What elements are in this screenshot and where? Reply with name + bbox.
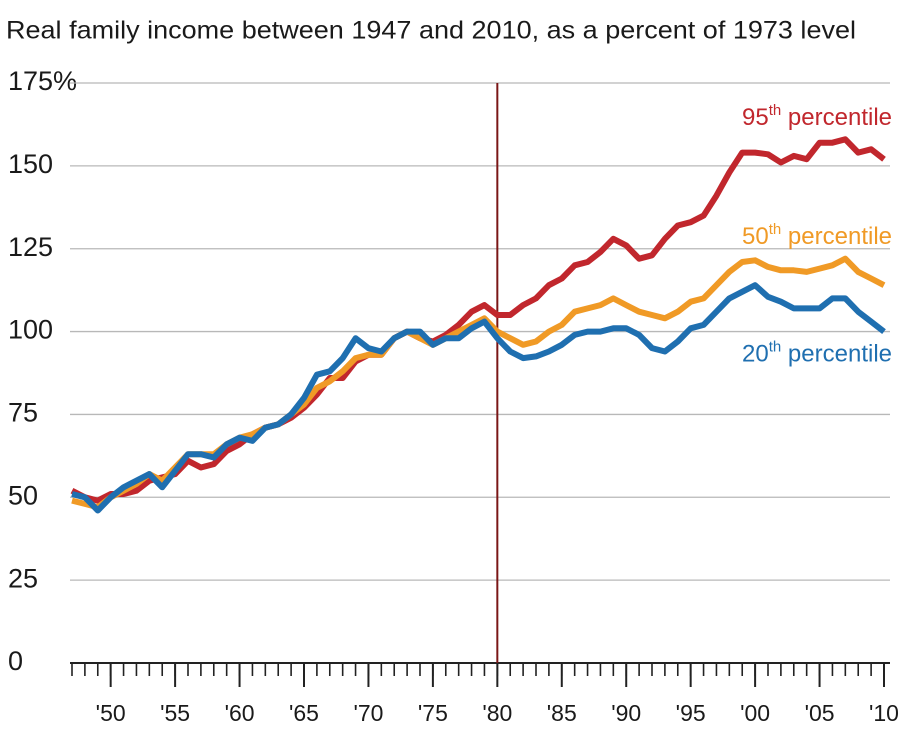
y-tick-label: 175% xyxy=(8,66,77,96)
y-tick-label: 125 xyxy=(8,232,53,262)
y-tick-label: 150 xyxy=(8,149,53,179)
x-tick-label: '70 xyxy=(353,700,383,726)
x-tick-label: '50 xyxy=(96,700,126,726)
series-line xyxy=(70,136,886,504)
x-tick-label: '00 xyxy=(740,700,770,726)
series-label: 95th percentile xyxy=(742,102,892,131)
x-tick-label: '90 xyxy=(611,700,641,726)
chart-title: Real family income between 1947 and 2010… xyxy=(6,17,856,45)
y-tick-label: 25 xyxy=(8,563,38,593)
x-tick-label: '10 xyxy=(869,700,899,726)
x-tick-label: '55 xyxy=(160,700,190,726)
series-line xyxy=(71,255,886,511)
y-tick-label: 0 xyxy=(8,646,23,676)
y-tick-label: 100 xyxy=(8,315,53,345)
x-tick-label: '60 xyxy=(225,700,255,726)
x-tick-label: '05 xyxy=(805,700,835,726)
x-tick-label: '95 xyxy=(676,700,706,726)
y-tick-label: 75 xyxy=(8,398,38,428)
x-tick-label: '65 xyxy=(289,700,319,726)
x-tick-label: '75 xyxy=(418,700,448,726)
y-tick-label: 50 xyxy=(8,480,38,510)
x-tick-label: '85 xyxy=(547,700,577,726)
series-label: 50th percentile xyxy=(742,221,892,250)
x-tick-label: '80 xyxy=(482,700,512,726)
series-line xyxy=(71,282,886,514)
series-label: 20th percentile xyxy=(742,339,892,368)
